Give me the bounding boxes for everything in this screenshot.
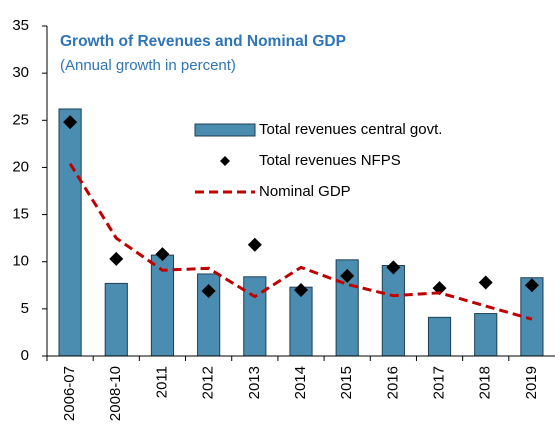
legend-swatch [194,123,256,137]
x-tick-label: 2017 [431,366,448,399]
y-tick-label: 25 [12,111,29,128]
y-tick-label: 0 [21,347,29,364]
diamond-marker [340,268,355,283]
x-tick-label: 2019 [523,366,540,399]
bar [427,316,452,357]
line [68,162,533,321]
x-tick-label: 2014 [292,366,309,399]
bar [289,286,313,357]
x-tick-label: 2011 [153,366,170,398]
diamond-marker [247,237,262,252]
x-tick-label: 2012 [200,366,217,399]
legend-label: Nominal GDP [259,183,351,200]
diamond-marker [524,278,539,293]
x-tick-label: 2008-10 [107,366,124,421]
x-tick-label: 2016 [384,366,401,399]
legend-label: Total revenues central govt. [259,121,442,138]
chart-title: Growth of Revenues and Nominal GDP [60,33,346,50]
bar [381,264,405,357]
bar [58,108,82,357]
bar [243,276,267,357]
bar [474,313,498,357]
y-tick-label: 15 [12,206,29,223]
diamond-marker [478,275,493,290]
y-tick-label: 30 [12,64,29,81]
x-tick-label: 2013 [246,366,263,399]
diamond-marker [109,251,124,266]
chart-subtitle: (Annual growth in percent) [60,57,236,74]
bar [104,282,128,357]
y-tick-label: 35 [12,17,29,34]
diamond-marker [386,260,401,275]
diamond-marker [63,115,78,130]
y-tick-label: 10 [12,253,29,270]
x-tick-label: 2006-07 [61,366,78,421]
diamond-marker [201,283,216,298]
x-tick-label: 2018 [477,366,494,399]
x-tick-label: 2015 [338,366,355,399]
diamond-marker [294,283,308,297]
y-tick-label: 20 [12,158,29,175]
legend-label: Total revenues NFPS [259,152,401,169]
diamond-marker [155,247,170,262]
y-tick-label: 5 [21,300,29,317]
legend-swatch [220,156,230,166]
